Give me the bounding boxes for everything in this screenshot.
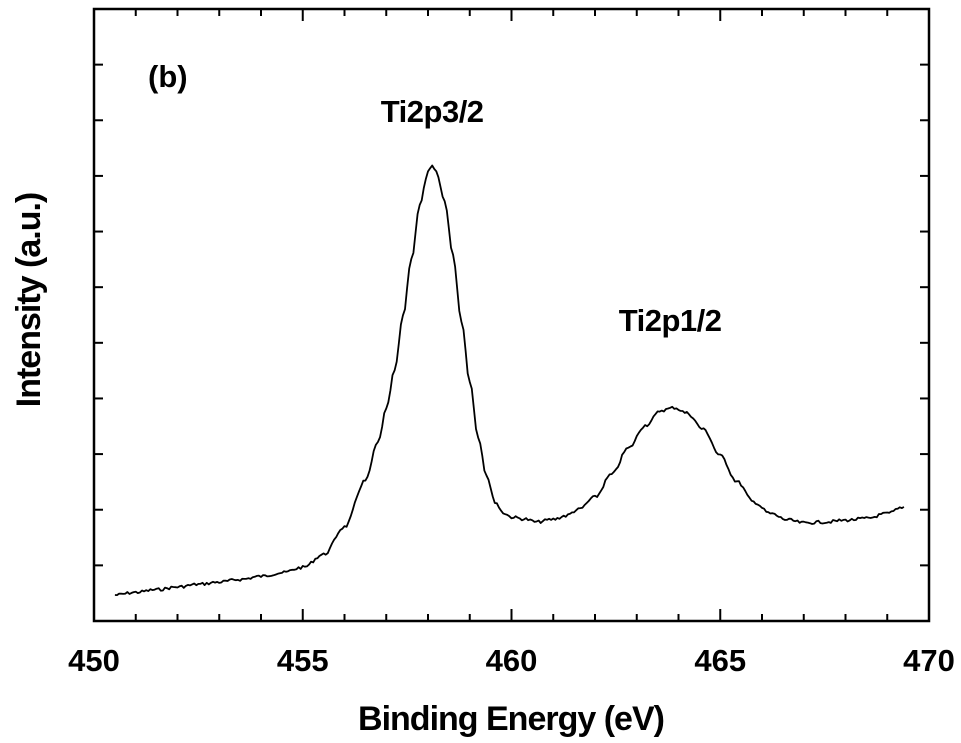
panel-label: (b) xyxy=(148,59,188,94)
y-axis-label: Intensity (a.u.) xyxy=(10,193,48,407)
peak-label: Ti2p3/2 xyxy=(381,94,484,129)
x-tick-label: 450 xyxy=(68,643,120,678)
peak-annotations: Ti2p3/2 Ti2p1/2 xyxy=(381,94,722,338)
x-tick-label: 470 xyxy=(903,643,955,678)
spectrum-line xyxy=(114,164,905,596)
x-tick-label: 465 xyxy=(694,643,746,678)
x-tick-label: 460 xyxy=(486,643,538,678)
plot-frame xyxy=(92,7,931,623)
peak-label: Ti2p1/2 xyxy=(619,303,722,338)
axis-ticks xyxy=(93,8,930,622)
x-tick-labels: 450 455 460 465 470 xyxy=(68,643,955,678)
x-tick-label: 455 xyxy=(277,643,329,678)
x-axis-label: Binding Energy (eV) xyxy=(358,700,664,738)
